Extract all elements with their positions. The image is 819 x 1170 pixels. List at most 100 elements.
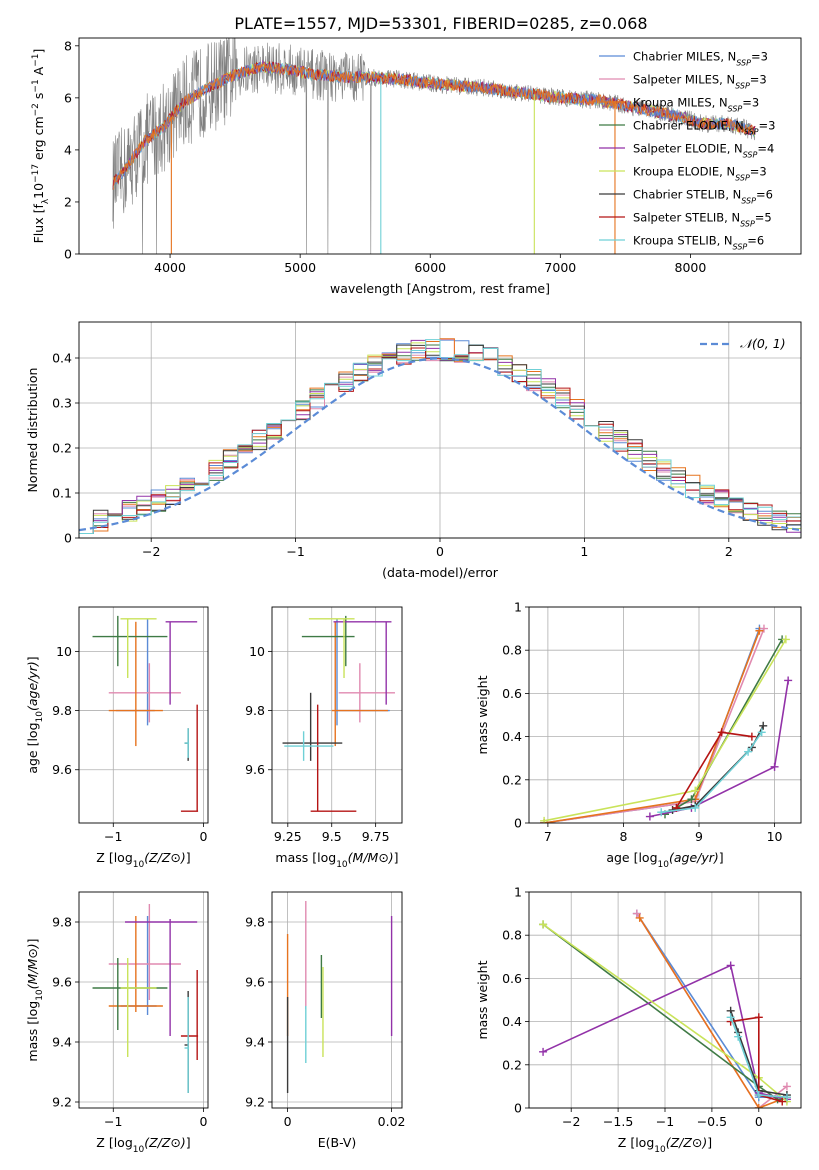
x-tick-label: 10 (767, 829, 783, 844)
legend-entry: Salpeter MILES, NSSP=3 (633, 73, 767, 91)
x-axis-label: (data-model)/error (382, 565, 499, 580)
x-axis-label: Z [log10(Z/Z⊙)] (618, 1135, 712, 1155)
label-part: ] (186, 1135, 191, 1150)
label-part: Chabrier MILES, N (633, 50, 736, 64)
x-tick-label: 2 (725, 544, 733, 559)
x-tick-label: 0 (284, 1114, 292, 1129)
y-tick-label: 0.8 (502, 643, 522, 658)
legend-entry: Chabrier MILES, NSSP=3 (633, 50, 768, 68)
x-tick-label: −1 (656, 1114, 674, 1129)
figure-title: PLATE=1557, MJD=53301, FIBERID=0285, z=0… (234, 14, 647, 33)
label-part: SSP (741, 196, 756, 205)
weight-point-marker (757, 728, 766, 737)
label-part: 10 (133, 1145, 145, 1155)
label-part: =3 (750, 165, 767, 179)
histogram-series (79, 339, 801, 538)
y-tick-label: 9.6 (52, 975, 72, 990)
label-part: (Z/Z⊙) (666, 1135, 708, 1150)
errorbar-point (120, 916, 157, 1015)
label-part: E(B-V) (318, 1135, 357, 1150)
label-part: −1 (31, 79, 41, 92)
y-tick-label: 0.4 (52, 351, 72, 366)
x-tick-label: 1 (580, 544, 588, 559)
errorbar-point (331, 621, 388, 747)
weight-point-marker (754, 1013, 763, 1022)
y-tick-label: 0.6 (502, 971, 522, 986)
y-tick-label: 9.4 (52, 1035, 72, 1050)
y-tick-label: 1 (514, 600, 522, 615)
label-part: λ (41, 198, 51, 204)
label-part: wavelength [Angstrom, rest frame] (330, 281, 550, 296)
y-tick-label: 9.8 (245, 915, 265, 930)
plot-area (540, 624, 793, 823)
legend-entry: 𝒩(0, 1) (740, 336, 786, 351)
axes-frame: 0 0.02 9.2 9.4 9.6 9.8 E(B-V) (245, 891, 406, 1150)
errorbar-point (180, 970, 199, 1060)
model-spectrum-line (112, 61, 756, 190)
weight-point-marker (726, 961, 735, 970)
weight-point-marker (691, 786, 700, 795)
label-part: (Z/Z⊙) (144, 850, 186, 865)
label-part: SSP (744, 127, 759, 136)
panel-mass_vs_ebv: 0 0.02 9.2 9.4 9.6 9.8 E(B-V) (245, 891, 406, 1150)
weight-point-marker (691, 803, 700, 812)
y-tick-label: 0 (514, 816, 522, 831)
label-part: s (31, 93, 46, 104)
label-part: (M/M⊙) (348, 850, 394, 865)
x-tick-label: 9 (695, 829, 703, 844)
y-axis-label: Flux [fλ10−17 erg cm−2 s−1 A−1] (31, 49, 51, 244)
axes-box (271, 606, 403, 824)
y-tick-label: 0.6 (502, 686, 522, 701)
weight-point-marker (770, 762, 779, 771)
plot-area (112, 38, 756, 254)
axes-box (78, 891, 209, 1109)
weight-point-marker (657, 808, 666, 817)
errorbar-point (284, 731, 334, 761)
plot-area (79, 338, 801, 538)
legend-entry: Chabrier STELIB, NSSP=6 (633, 188, 773, 206)
x-tick-label: −1 (104, 1114, 122, 1129)
weight-point-marker (778, 1097, 787, 1106)
x-tick-label: 8 (619, 829, 627, 844)
label-part: ] (25, 656, 40, 661)
label-part: =3 (759, 119, 776, 133)
errorbar-point (333, 621, 392, 705)
errorbar-point (120, 618, 157, 679)
label-part: SSP (740, 219, 755, 228)
x-axis-label: Z [log10(Z/Z⊙)] (96, 1135, 190, 1155)
x-tick-label: −2 (562, 1114, 580, 1129)
x-tick-label: −1 (104, 829, 122, 844)
y-tick-label: 9.8 (52, 915, 72, 930)
grid (272, 607, 402, 823)
weight-point-marker (781, 635, 790, 644)
axes-frame: −2 −1 0 1 2 0 0.1 0.2 0.3 0.4 (data-model)/error No… (25, 321, 802, 580)
label-part: 10 (658, 860, 670, 870)
plot-area (282, 615, 395, 812)
weight-point-marker (784, 676, 793, 685)
label-part: −2 (31, 103, 41, 116)
label-part: ] (394, 850, 399, 865)
label-part: SSP (735, 81, 750, 90)
weight-point-marker (747, 732, 756, 741)
weight-series-line (730, 1016, 783, 1103)
axes-frame: 4000 5000 6000 7000 8000 0 2 4 6 8 wavelength [Ang… (31, 37, 802, 296)
panel-spectrum: 4000 5000 6000 7000 8000 0 2 4 6 8 wavelength [Ang… (31, 37, 802, 296)
y-axis-label: mass [log10(M/M⊙)] (25, 938, 45, 1061)
legend-entry: Chabrier ELODIE, NSSP=3 (633, 119, 775, 137)
label-part: Kroupa MILES, N (633, 96, 728, 110)
label-part: =6 (747, 234, 764, 248)
label-part: ] (719, 850, 724, 865)
label-part: SSP (728, 104, 743, 113)
label-part: Kroupa ELODIE, N (633, 165, 735, 179)
errorbar-point (184, 997, 190, 1093)
label-part: SSP (736, 58, 751, 67)
errorbar-point (184, 728, 190, 758)
label-part: A (31, 66, 46, 79)
x-axis-label: E(B-V) (318, 1135, 357, 1150)
label-part: erg cm (31, 116, 46, 164)
weight-series-line (649, 680, 789, 818)
y-axis-label: mass weight (475, 675, 490, 754)
label-part: =3 (751, 50, 768, 64)
label-part: 10 (654, 1145, 666, 1155)
